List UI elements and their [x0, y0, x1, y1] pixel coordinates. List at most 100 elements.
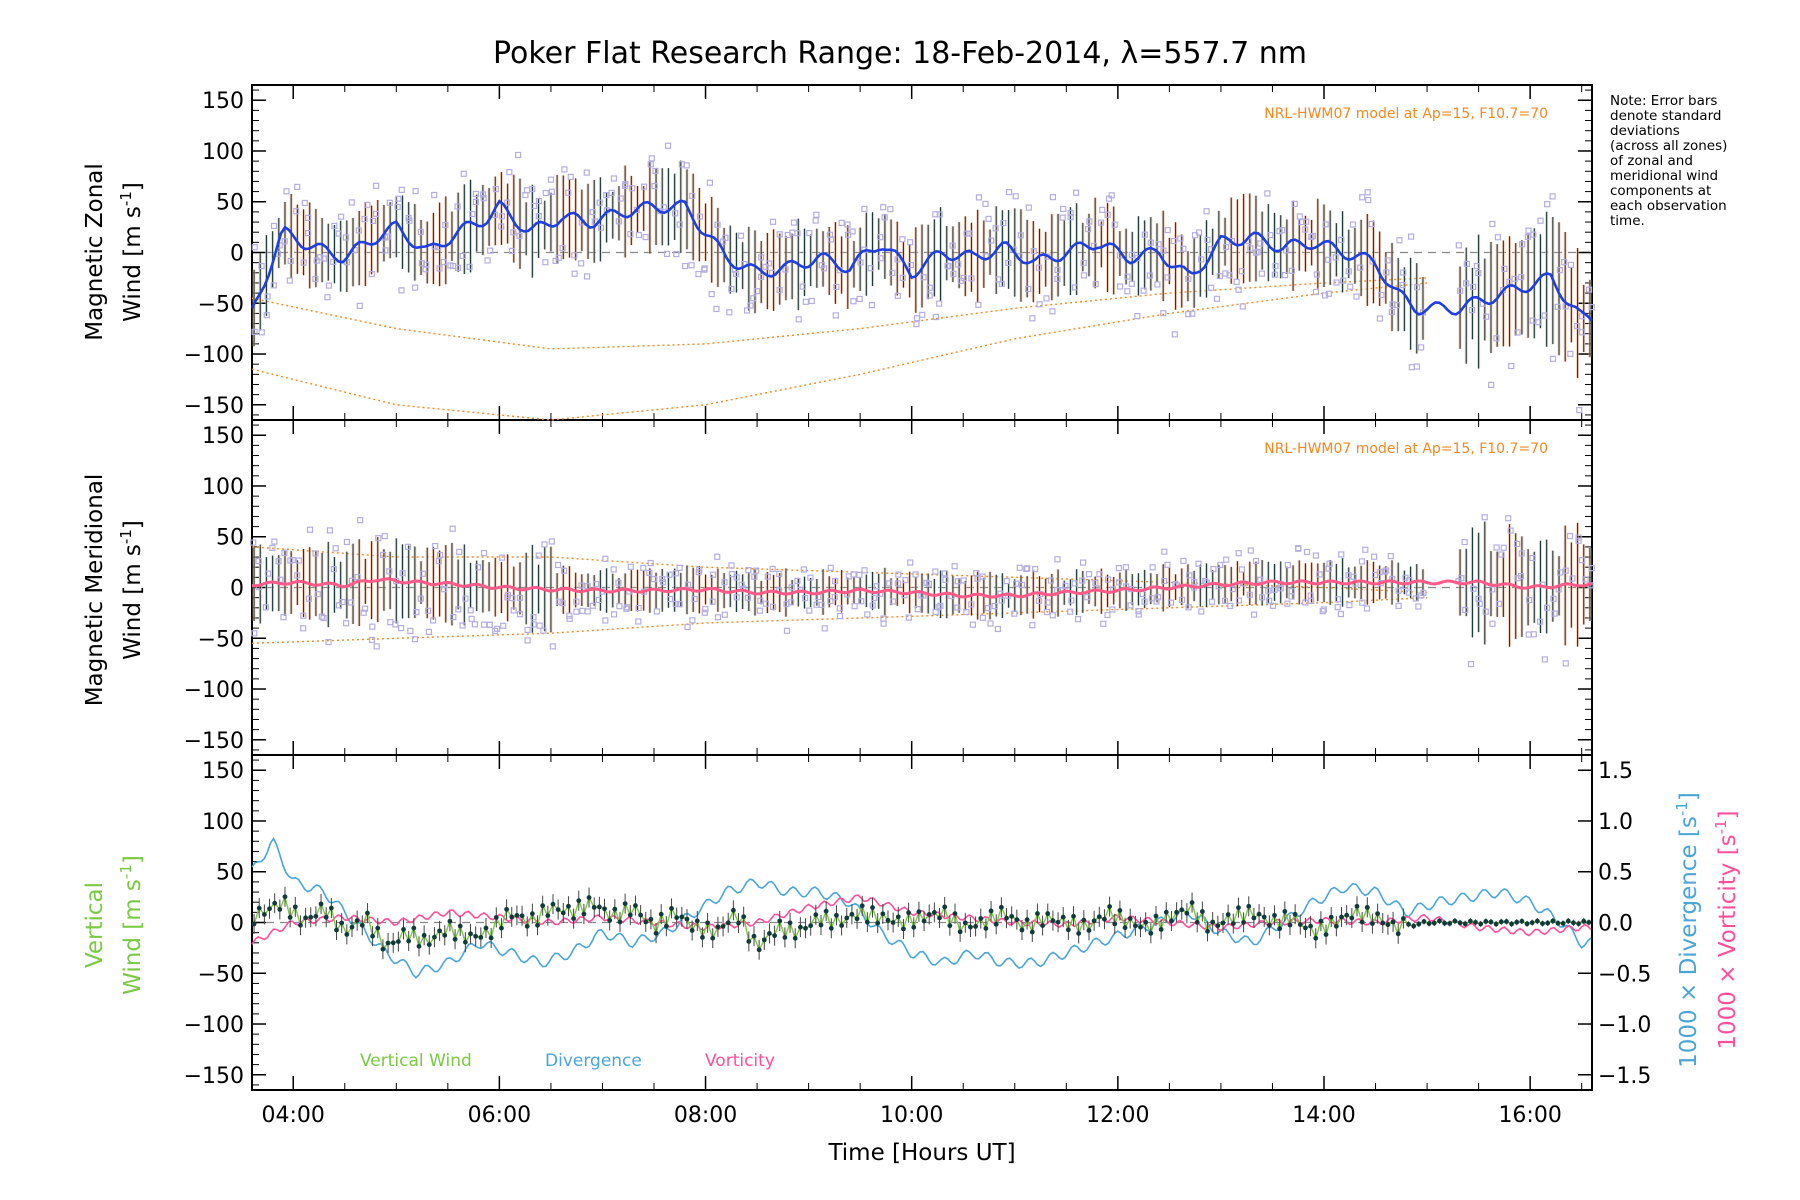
scatter-point — [368, 270, 375, 278]
scatter-point — [419, 570, 427, 577]
scatter-point — [648, 155, 655, 162]
scatter-point — [850, 571, 857, 578]
legend-vertical-wind: Vertical Wind — [360, 1051, 472, 1071]
y-tick-label: 0 — [230, 577, 244, 602]
scatter-point — [880, 204, 887, 211]
scatter-point — [709, 598, 716, 605]
scatter-point — [969, 621, 977, 628]
vertical-wind-point — [437, 928, 442, 934]
scatter-point — [429, 617, 437, 624]
scatter-point — [998, 597, 1005, 604]
vertical-wind-point — [395, 939, 401, 945]
scatter-point — [469, 210, 476, 218]
vertical-wind-point — [1375, 911, 1380, 917]
scatter-point — [584, 608, 591, 615]
vertical-wind-point — [1571, 920, 1576, 926]
scatter-point — [1384, 257, 1391, 264]
scatter-point — [263, 312, 270, 319]
scatter-point — [1032, 566, 1039, 573]
scatter-point — [1160, 310, 1167, 317]
vertical-wind-point — [844, 915, 850, 921]
scatter-point — [733, 594, 740, 601]
scatter-point — [1128, 251, 1135, 258]
scatter-point — [1551, 610, 1558, 617]
scatter-point — [1170, 237, 1177, 245]
scatter-point — [1043, 608, 1051, 616]
scatter-point — [812, 217, 819, 224]
vertical-wind-point — [504, 906, 509, 912]
scatter-point — [487, 247, 494, 254]
scatter-point — [635, 604, 642, 612]
scatter-point — [702, 605, 709, 613]
vertical-wind-point — [514, 913, 520, 918]
scatter-point — [914, 606, 921, 613]
scatter-point — [1530, 231, 1537, 238]
scatter-point — [963, 608, 970, 616]
vertical-wind-point — [1179, 907, 1185, 913]
scatter-point — [1541, 312, 1548, 319]
vertical-wind-point — [854, 916, 860, 922]
vertical-wind-point — [1117, 908, 1123, 913]
scatter-point — [1345, 268, 1352, 275]
vertical-wind-point — [1297, 922, 1303, 927]
scatter-point — [850, 298, 857, 305]
vertical-wind-point — [777, 918, 783, 924]
scatter-point — [295, 557, 302, 564]
scatter-point — [894, 256, 901, 263]
vorticity-axis-text: 1000 × Vorticity [s — [1715, 834, 1741, 1049]
vertical-wind-point — [344, 931, 350, 937]
vertical-wind-point — [1442, 920, 1447, 926]
scatter-point — [459, 252, 466, 260]
scatter-point — [1012, 580, 1020, 587]
scatter-point — [294, 572, 301, 579]
vertical-wind-point — [1127, 916, 1133, 921]
scatter-point — [1223, 556, 1230, 563]
vertical-wind-point — [1457, 920, 1463, 926]
scatter-point — [372, 210, 380, 217]
scatter-point — [314, 591, 321, 598]
scatter-point — [881, 214, 888, 221]
scatter-point — [542, 189, 549, 197]
vertical-wind-point — [1483, 919, 1489, 924]
scatter-point — [1073, 189, 1080, 196]
scatter-point — [1281, 272, 1289, 279]
vertical-wind-point — [576, 898, 582, 904]
scatter-point — [857, 259, 864, 266]
vertical-wind-point — [591, 904, 597, 910]
scatter-point — [753, 288, 760, 295]
scatter-point — [787, 599, 795, 606]
scatter-point — [361, 216, 368, 223]
scatter-point — [1085, 571, 1093, 578]
scatter-point — [1578, 313, 1586, 320]
vertical-wind-point — [483, 925, 489, 931]
scatter-point — [887, 206, 894, 213]
scatter-point — [942, 576, 949, 583]
scatter-point — [832, 312, 839, 319]
scatter-point — [1350, 573, 1357, 580]
scatter-point — [1295, 545, 1302, 552]
scatter-point — [1337, 610, 1344, 618]
scatter-point — [1059, 214, 1066, 221]
scatter-point — [919, 311, 926, 318]
scatter-point — [335, 602, 343, 609]
scatter-point — [578, 582, 585, 589]
vertical-wind-point — [1364, 904, 1370, 910]
scatter-point — [975, 194, 983, 201]
vertical-ylabel-line1: Vertical — [82, 882, 108, 968]
scatter-point — [923, 579, 930, 586]
scatter-point — [1141, 598, 1148, 605]
scatter-point — [889, 269, 896, 277]
scatter-point — [442, 221, 449, 229]
vertical-wind-point — [725, 920, 731, 926]
vertical-wind-point — [277, 907, 283, 912]
vertical-wind-point — [1091, 918, 1097, 924]
vertical-wind-point — [700, 935, 705, 940]
scatter-point — [672, 600, 679, 608]
scatter-point — [1514, 540, 1521, 547]
scatter-point — [454, 264, 462, 271]
scatter-point — [1238, 268, 1245, 275]
scatter-point — [955, 261, 962, 268]
vertical-wind-point — [911, 924, 917, 930]
scatter-point — [762, 600, 770, 607]
scatter-point — [398, 287, 405, 294]
